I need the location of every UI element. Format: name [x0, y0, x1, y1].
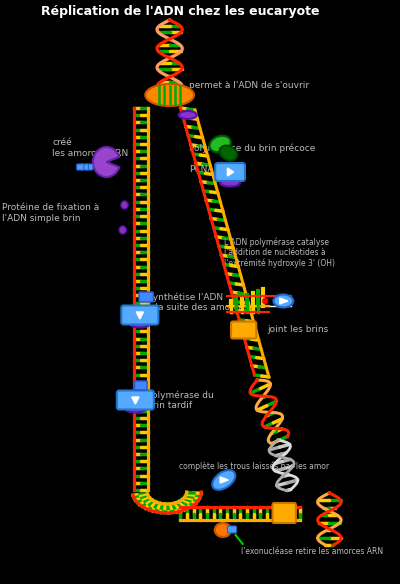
Text: joint les brins: joint les brins	[267, 325, 328, 335]
Ellipse shape	[126, 405, 145, 412]
Polygon shape	[227, 168, 234, 176]
Ellipse shape	[220, 145, 237, 161]
Ellipse shape	[179, 111, 197, 119]
Text: Polymérase du
brin tardif: Polymérase du brin tardif	[147, 390, 214, 410]
Circle shape	[262, 298, 268, 304]
Text: PCNA: PCNA	[190, 165, 214, 175]
FancyBboxPatch shape	[139, 292, 154, 302]
Text: complète les trous laissés par les amor: complète les trous laissés par les amor	[179, 461, 329, 471]
Text: Protéine de fixation à
l'ADN simple brin: Protéine de fixation à l'ADN simple brin	[2, 203, 99, 223]
FancyBboxPatch shape	[121, 305, 158, 325]
FancyBboxPatch shape	[81, 164, 88, 170]
Ellipse shape	[210, 135, 231, 152]
Polygon shape	[136, 312, 144, 319]
Ellipse shape	[274, 294, 293, 308]
FancyBboxPatch shape	[86, 164, 93, 170]
Ellipse shape	[130, 321, 150, 328]
Polygon shape	[280, 298, 288, 304]
Ellipse shape	[215, 523, 231, 537]
Text: Polymérase du brin précoce: Polymérase du brin précoce	[190, 143, 316, 153]
Wedge shape	[93, 147, 119, 177]
Text: permet à l'ADN de s'ouvrir: permet à l'ADN de s'ouvrir	[190, 82, 310, 91]
Text: Synthétise l'ADN
à la suite des amorces: Synthétise l'ADN à la suite des amorces	[147, 292, 249, 312]
FancyBboxPatch shape	[77, 164, 84, 170]
Text: l'exonucléase retire les amorces ARN: l'exonucléase retire les amorces ARN	[241, 547, 383, 555]
FancyBboxPatch shape	[272, 503, 296, 523]
Circle shape	[119, 226, 126, 234]
Text: Réplication de l'ADN chez les eucaryote: Réplication de l'ADN chez les eucaryote	[41, 5, 320, 19]
Ellipse shape	[212, 470, 235, 490]
FancyBboxPatch shape	[231, 322, 256, 339]
Ellipse shape	[145, 84, 194, 106]
Text: créé
les amorces ARN: créé les amorces ARN	[52, 138, 128, 158]
Ellipse shape	[220, 179, 240, 186]
Text: L'ADN polymérase catalyse
l'addition de nucléotides à
l'extrémité hydroxyle 3' (: L'ADN polymérase catalyse l'addition de …	[224, 238, 335, 269]
FancyBboxPatch shape	[134, 381, 147, 390]
Circle shape	[121, 201, 128, 209]
FancyBboxPatch shape	[215, 163, 245, 181]
Polygon shape	[132, 397, 139, 404]
FancyBboxPatch shape	[117, 391, 154, 409]
Polygon shape	[220, 477, 228, 483]
FancyBboxPatch shape	[227, 526, 236, 533]
